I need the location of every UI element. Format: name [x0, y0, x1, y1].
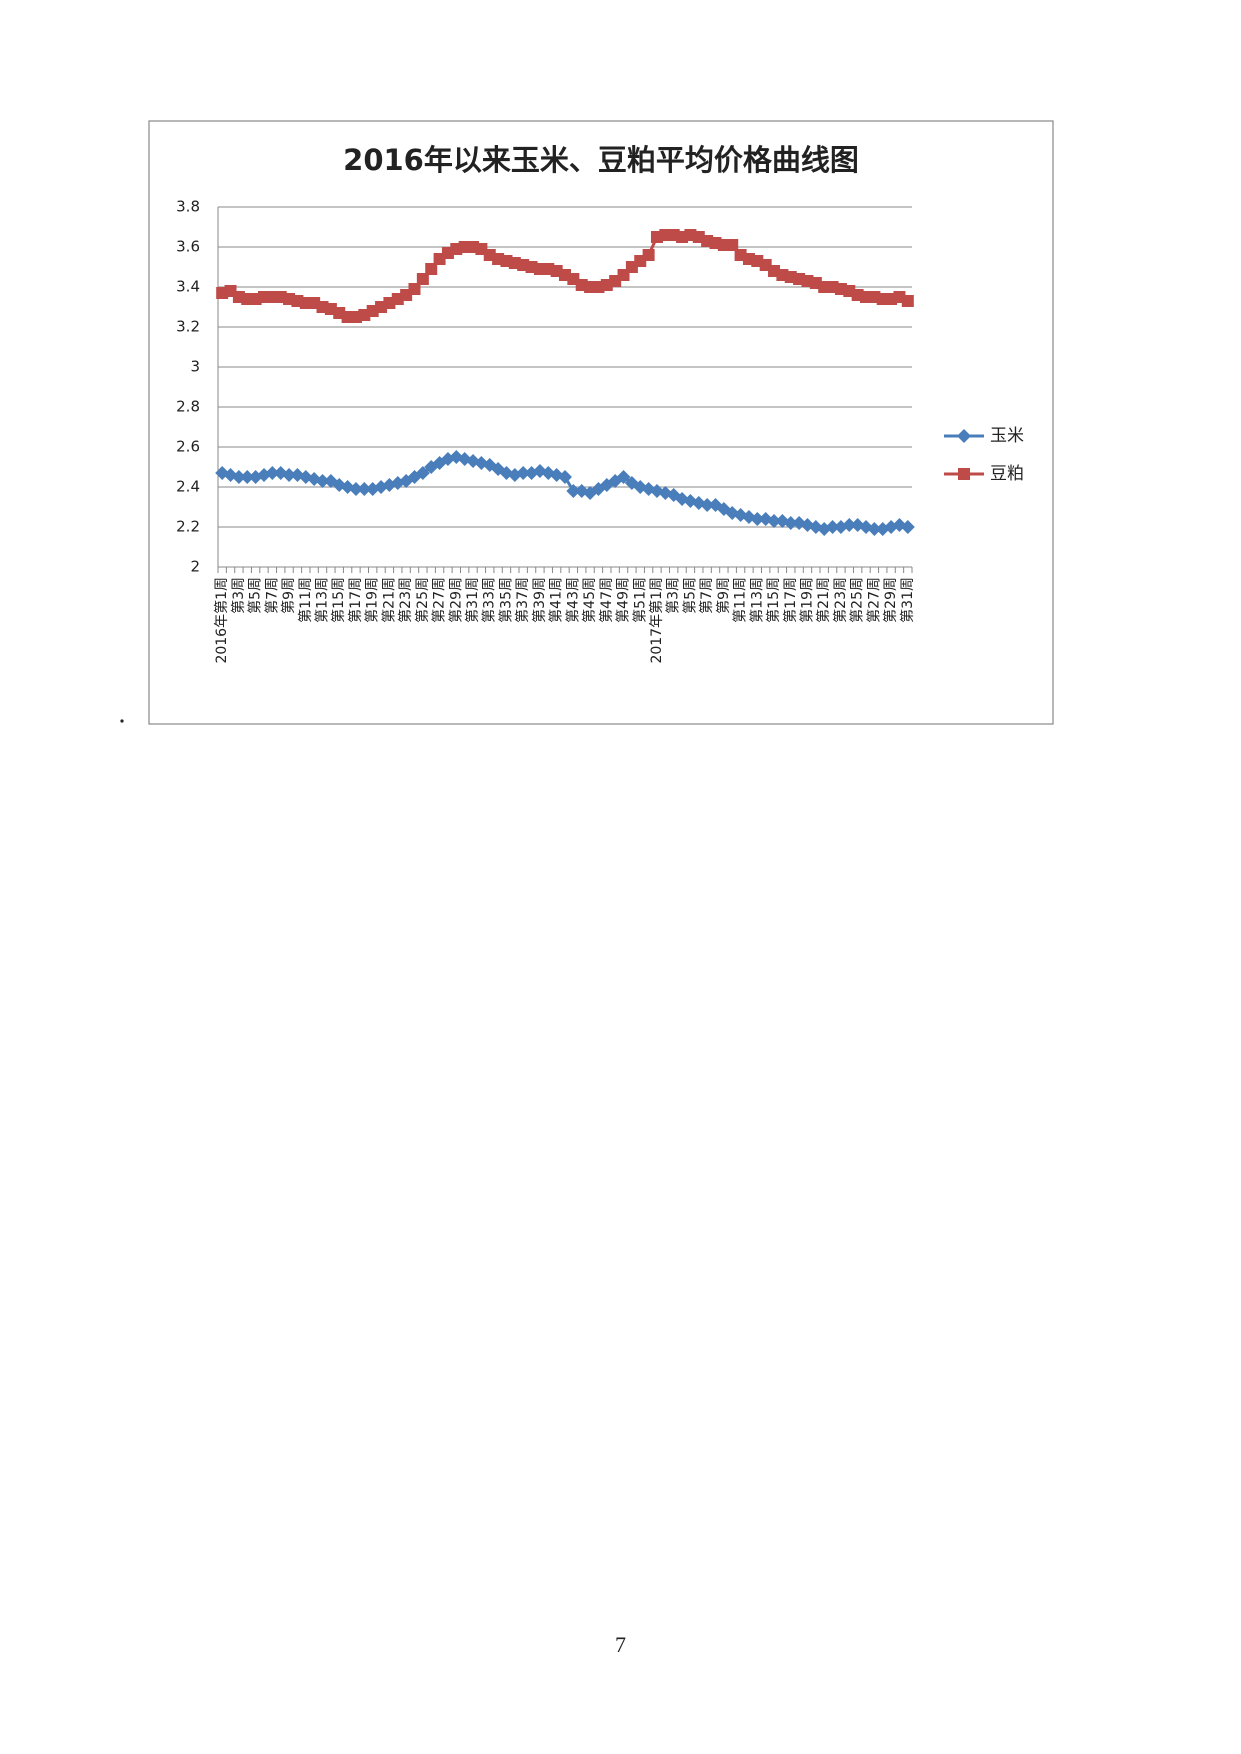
x-tick-label: 第13周: [314, 577, 331, 623]
x-tick-label: 第17周: [782, 577, 799, 623]
y-tick-label: 2: [190, 558, 200, 576]
marker: [842, 518, 857, 532]
marker: [767, 514, 782, 528]
x-tick-label: 第7周: [698, 577, 715, 614]
x-tick-label: 第5周: [681, 577, 698, 614]
chart-frame: [148, 120, 1054, 725]
bullet-dot: [120, 719, 124, 723]
marker: [416, 273, 429, 285]
marker: [750, 512, 765, 526]
marker: [867, 522, 882, 536]
marker: [958, 468, 970, 480]
x-tick-label: 第17周: [347, 577, 364, 623]
marker: [516, 466, 531, 480]
x-tick-label: 第9周: [715, 577, 732, 614]
x-tick-label: 第3周: [665, 577, 682, 614]
y-tick-label: 2.2: [176, 518, 200, 536]
x-tick-label: 第31周: [899, 577, 916, 623]
x-tick-label: 第31周: [464, 577, 481, 623]
marker: [265, 466, 280, 480]
legend-label: 玉米: [990, 426, 1024, 446]
x-tick-label: 第35周: [497, 577, 514, 623]
x-tick-label: 第21周: [380, 577, 397, 623]
x-tick-label: 第27周: [865, 577, 882, 623]
marker: [315, 474, 330, 488]
marker: [500, 255, 513, 267]
x-tick-label: 第41周: [548, 577, 565, 623]
y-tick-label: 2.6: [176, 438, 200, 456]
x-tick-label: 第39周: [531, 577, 548, 623]
x-tick-label: 第51周: [631, 577, 648, 623]
x-tick-label: 第7周: [263, 577, 280, 614]
marker: [901, 295, 914, 307]
x-tick-label: 第27周: [431, 577, 448, 623]
marker: [348, 482, 363, 496]
legend-label: 豆粕: [990, 464, 1024, 484]
x-tick-label: 第13周: [748, 577, 765, 623]
x-tick-label: 第15周: [765, 577, 782, 623]
x-tick-label: 第11周: [297, 577, 314, 623]
x-tick-label: 第11周: [732, 577, 749, 623]
x-tick-label: 第37周: [514, 577, 531, 623]
x-tick-label: 第29周: [447, 577, 464, 623]
y-tick-label: 2.4: [176, 478, 200, 496]
x-tick-label: 2016年第1周: [213, 577, 230, 664]
marker: [957, 429, 971, 443]
marker: [508, 257, 521, 269]
x-tick-label: 第45周: [581, 577, 598, 623]
marker: [566, 484, 581, 498]
marker: [783, 516, 798, 530]
marker: [726, 239, 739, 251]
x-tick-label: 第3周: [230, 577, 247, 614]
marker: [408, 283, 421, 295]
x-tick-label: 第9周: [280, 577, 297, 614]
y-tick-label: 3.8: [176, 198, 200, 216]
marker: [616, 470, 631, 484]
x-tick-label: 第33周: [481, 577, 498, 623]
marker: [282, 468, 297, 482]
chart-title: 2016年以来玉米、豆粕平均价格曲线图: [343, 143, 859, 177]
y-tick-label: 3: [190, 358, 200, 376]
marker: [825, 520, 840, 534]
x-tick-label: 第21周: [815, 577, 832, 623]
x-tick-label: 第29周: [882, 577, 899, 623]
y-tick-label: 2.8: [176, 398, 200, 416]
y-tick-label: 3.4: [176, 278, 200, 296]
x-tick-label: 第25周: [414, 577, 431, 623]
x-tick-label: 第23周: [397, 577, 414, 623]
y-tick-label: 3.6: [176, 238, 200, 256]
marker: [240, 470, 255, 484]
x-tick-label: 第43周: [564, 577, 581, 623]
page-number: 7: [615, 1632, 626, 1657]
marker: [700, 498, 715, 512]
y-tick-label: 3.2: [176, 318, 200, 336]
x-tick-label: 第25周: [849, 577, 866, 623]
marker: [642, 249, 655, 261]
marker: [357, 482, 372, 496]
marker: [425, 263, 438, 275]
x-tick-label: 第49周: [615, 577, 632, 623]
x-tick-label: 第47周: [598, 577, 615, 623]
x-tick-label: 第5周: [247, 577, 264, 614]
marker: [558, 470, 572, 484]
x-tick-label: 第15周: [330, 577, 347, 623]
x-tick-label: 第19周: [798, 577, 815, 623]
chart: 2016年以来玉米、豆粕平均价格曲线图 2 2.2 2.4 2.6 2.8 3 3.2 3.4…: [120, 120, 1054, 725]
marker: [499, 466, 514, 480]
marker: [231, 470, 246, 484]
marker: [415, 466, 430, 480]
marker: [900, 520, 915, 534]
x-tick-label: 2017年第1周: [648, 577, 665, 664]
x-tick-label: 第19周: [364, 577, 381, 623]
x-tick-label: 第23周: [832, 577, 849, 623]
